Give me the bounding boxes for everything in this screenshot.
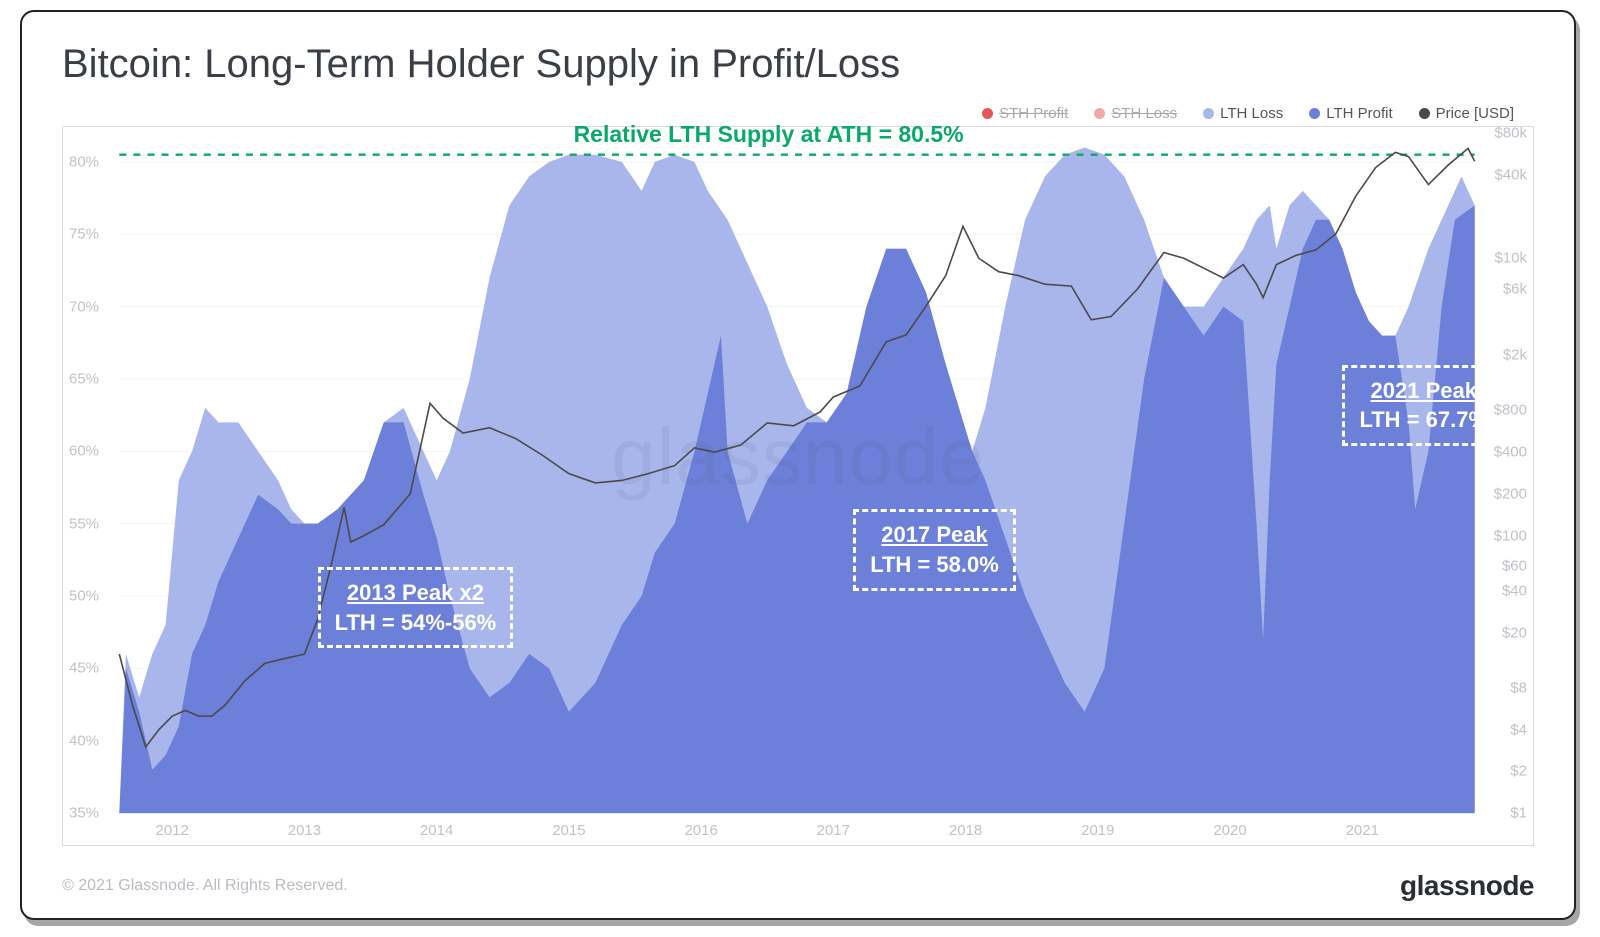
y-right-tick: $6k <box>1503 281 1527 298</box>
y-right-tick: $2 <box>1510 763 1527 780</box>
copyright: © 2021 Glassnode. All Rights Reserved. <box>62 877 348 895</box>
chart-title: Bitcoin: Long-Term Holder Supply in Prof… <box>62 42 1534 87</box>
brand-logo: glassnode <box>1400 870 1534 902</box>
legend-sth-loss: STH Loss <box>1094 105 1177 122</box>
annotation-header: 2013 Peak x2 <box>335 578 497 608</box>
y-right-tick: $200 <box>1494 485 1527 502</box>
y-right-tick: $400 <box>1494 444 1527 461</box>
y-right-tick: $40k <box>1494 166 1527 183</box>
annotation-2013-peak: 2013 Peak x2 LTH = 54%-56% <box>318 567 514 648</box>
x-tick: 2019 <box>1081 822 1114 839</box>
x-tick: 2014 <box>420 822 453 839</box>
x-tick: 2017 <box>817 822 850 839</box>
y-right-tick: $40 <box>1502 582 1527 599</box>
y-left-tick: 80% <box>69 153 99 170</box>
x-tick: 2018 <box>949 822 982 839</box>
annotation-header: 2021 Peak <box>1359 376 1488 406</box>
annotation-value: LTH = 58.0% <box>870 550 999 580</box>
y-right-tick: $100 <box>1494 527 1527 544</box>
annotation-2017-peak: 2017 Peak LTH = 58.0% <box>853 509 1016 590</box>
legend-lth-profit: LTH Profit <box>1309 105 1392 122</box>
y-right-tick: $800 <box>1494 402 1527 419</box>
x-tick: 2013 <box>288 822 321 839</box>
legend-label: STH Loss <box>1111 105 1177 122</box>
y-right-tick: $80k <box>1494 124 1527 141</box>
x-tick: 2020 <box>1213 822 1246 839</box>
chart-card: Bitcoin: Long-Term Holder Supply in Prof… <box>20 10 1576 920</box>
y-right-tick: $2k <box>1503 347 1527 364</box>
y-left-tick: 35% <box>69 805 99 822</box>
x-tick: 2015 <box>552 822 585 839</box>
y-left-tick: 70% <box>69 298 99 315</box>
x-tick: 2012 <box>156 822 189 839</box>
y-left-tick: 65% <box>69 370 99 387</box>
dot-icon <box>1203 108 1214 119</box>
chart-area: glassnode Relative LTH Supply at ATH = 8… <box>62 126 1534 846</box>
footer: © 2021 Glassnode. All Rights Reserved. g… <box>62 870 1534 902</box>
legend-label: LTH Loss <box>1220 105 1283 122</box>
x-tick: 2021 <box>1346 822 1379 839</box>
y-right-tick: $20 <box>1502 624 1527 641</box>
dot-icon <box>1094 108 1105 119</box>
dot-icon <box>982 108 993 119</box>
dot-icon <box>1309 108 1320 119</box>
legend-lth-loss: LTH Loss <box>1203 105 1283 122</box>
annotation-value: LTH = 67.7% <box>1359 405 1488 435</box>
legend-label: LTH Profit <box>1326 105 1392 122</box>
legend: STH Profit STH Loss LTH Loss LTH Profit … <box>62 105 1534 122</box>
legend-sth-profit: STH Profit <box>982 105 1068 122</box>
y-right-tick: $10k <box>1494 250 1527 267</box>
legend-label: Price [USD] <box>1436 105 1514 122</box>
y-left-tick: 75% <box>69 226 99 243</box>
y-right-tick: $4 <box>1510 721 1527 738</box>
ath-annotation: Relative LTH Supply at ATH = 80.5% <box>574 121 964 148</box>
y-left-tick: 60% <box>69 443 99 460</box>
legend-price: Price [USD] <box>1419 105 1514 122</box>
y-left-tick: 50% <box>69 588 99 605</box>
dot-icon <box>1419 108 1430 119</box>
annotation-header: 2017 Peak <box>870 520 999 550</box>
annotation-2021-peak: 2021 Peak LTH = 67.7% <box>1342 365 1505 446</box>
chart-svg <box>63 127 1533 845</box>
annotation-value: LTH = 54%-56% <box>335 608 497 638</box>
y-right-tick: $1 <box>1510 805 1527 822</box>
y-left-tick: 45% <box>69 660 99 677</box>
y-left-tick: 55% <box>69 515 99 532</box>
x-tick: 2016 <box>684 822 717 839</box>
y-right-tick: $60 <box>1502 558 1527 575</box>
y-left-tick: 40% <box>69 732 99 749</box>
legend-label: STH Profit <box>999 105 1068 122</box>
y-right-tick: $8 <box>1510 679 1527 696</box>
